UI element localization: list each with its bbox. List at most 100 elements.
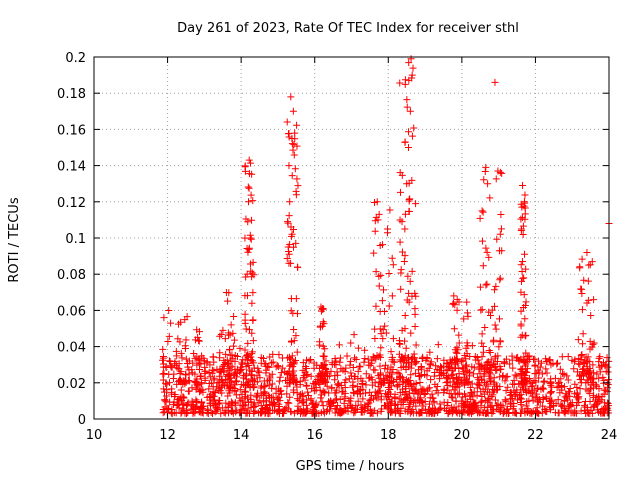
data-point [496, 338, 504, 346]
data-point [290, 358, 298, 366]
data-point [358, 380, 366, 388]
data-point [445, 389, 453, 397]
data-point [406, 394, 414, 402]
data-point [521, 315, 529, 323]
data-point [443, 360, 451, 368]
data-point [161, 403, 169, 411]
data-point [397, 373, 405, 381]
y-tick-label: 0.1 [65, 232, 86, 247]
data-point [385, 270, 393, 278]
data-point [179, 393, 187, 401]
data-point [197, 372, 205, 380]
data-point [418, 355, 426, 363]
data-point [222, 350, 230, 358]
data-point [301, 409, 309, 417]
data-point [588, 258, 596, 266]
data-point [502, 387, 510, 395]
data-point [391, 390, 399, 398]
data-point [579, 330, 587, 338]
data-point [533, 408, 541, 416]
data-point [272, 363, 280, 371]
data-point [340, 399, 348, 407]
data-point [184, 363, 192, 371]
data-point [191, 370, 199, 378]
data-point [248, 348, 256, 356]
data-point [444, 410, 452, 418]
data-point [482, 163, 490, 171]
data-point [225, 289, 233, 297]
data-point [522, 298, 530, 306]
data-point [286, 198, 294, 206]
data-point [384, 390, 392, 398]
data-point [284, 219, 292, 227]
data-point [520, 250, 528, 258]
data-point [588, 409, 596, 417]
data-point [400, 357, 408, 365]
data-point [322, 357, 330, 365]
data-point [517, 261, 525, 269]
data-point [245, 409, 253, 417]
data-point [545, 356, 553, 364]
data-point [440, 386, 448, 394]
data-point [335, 341, 343, 349]
data-point [218, 365, 226, 373]
data-point [580, 276, 588, 284]
data-point [336, 409, 344, 417]
data-point [292, 295, 300, 303]
data-point [571, 409, 579, 417]
data-point [407, 55, 415, 63]
data-point [405, 59, 413, 67]
data-point [162, 363, 170, 371]
data-point [522, 265, 530, 273]
data-point [170, 393, 178, 401]
data-point [382, 329, 390, 337]
data-point [496, 230, 504, 238]
data-point [525, 352, 533, 360]
data-point [269, 358, 277, 366]
data-point [334, 381, 342, 389]
data-point [454, 390, 462, 398]
data-point [321, 378, 329, 386]
data-point [182, 371, 190, 379]
data-point [458, 376, 466, 384]
data-point [256, 374, 264, 382]
data-point [350, 331, 358, 339]
data-point [481, 323, 489, 331]
data-point [381, 365, 389, 373]
data-point [416, 379, 424, 387]
x-tick-label: 22 [527, 428, 544, 443]
data-point [432, 387, 440, 395]
data-point [246, 159, 254, 167]
data-point [320, 320, 328, 328]
data-point [317, 391, 325, 399]
data-point [402, 344, 410, 352]
data-point [580, 365, 588, 373]
data-point [395, 350, 403, 358]
data-point [483, 364, 491, 372]
data-point [517, 366, 525, 374]
data-point [411, 386, 419, 394]
data-point [165, 306, 173, 314]
data-point [246, 234, 254, 242]
data-point [595, 374, 603, 382]
data-point [279, 410, 287, 418]
data-point [241, 356, 249, 364]
data-point [405, 76, 413, 84]
data-point [487, 312, 495, 320]
data-point [455, 389, 463, 397]
data-point [309, 410, 317, 418]
data-point [190, 350, 198, 358]
data-point [470, 370, 478, 378]
data-point [243, 292, 251, 300]
data-point [241, 167, 249, 175]
data-point [216, 332, 224, 340]
data-point [518, 395, 526, 403]
data-point [449, 394, 457, 402]
data-point [576, 264, 584, 272]
data-point [436, 369, 444, 377]
data-point [386, 386, 394, 394]
data-point [326, 407, 334, 415]
data-point [577, 352, 585, 360]
data-point [161, 396, 169, 404]
data-point [279, 364, 287, 372]
